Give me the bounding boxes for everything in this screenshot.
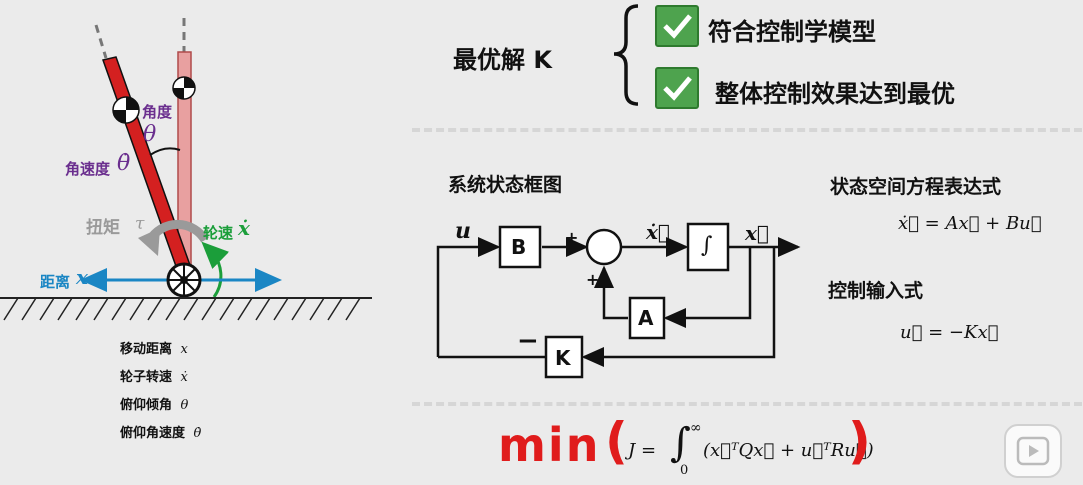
curly-brace — [613, 4, 639, 106]
integral-lower-limit: 0 — [680, 463, 689, 478]
paren-close: ) — [848, 412, 871, 470]
theta-label: θ — [143, 122, 157, 147]
checkmark-icon — [655, 5, 699, 47]
x-dot-label: ẋ — [238, 216, 250, 240]
block-diagram-title: 系统状态框图 — [448, 174, 563, 196]
minus-label: − — [517, 326, 539, 356]
integral-sign-icon: ∫ — [670, 420, 691, 466]
play-button-icon[interactable] — [1004, 424, 1062, 478]
x-dot-vector-label: ẋ⃗ — [646, 220, 670, 244]
divider — [412, 128, 1082, 132]
divider — [412, 402, 1082, 406]
tau-label: τ — [135, 214, 145, 234]
optimal-item: 整体控制效果达到最优 — [715, 80, 955, 108]
plus-bottom-label: + — [586, 270, 600, 289]
block-B-label: B — [511, 235, 527, 259]
theta-dot-label: θ̇ — [117, 151, 131, 176]
checkmark-icon — [655, 67, 699, 109]
state-item: 移动距离 x — [120, 342, 188, 357]
wheel — [166, 262, 202, 298]
distance-label: 距离 — [40, 273, 71, 291]
state-item: 轮子转速 ẋ — [120, 370, 188, 385]
plus-top-label: + — [565, 228, 579, 247]
u-input-label: u — [455, 218, 471, 244]
integral-label: ∫ — [701, 233, 713, 258]
state-item: 俯仰倾角 θ — [120, 398, 189, 413]
block-A — [628, 296, 666, 340]
angular-velocity-label: 角速度 — [65, 160, 111, 178]
optimal-title: 最优解 K — [453, 46, 552, 74]
control-input-equation: u⃗ = −Kx⃗ — [900, 322, 999, 343]
x-vector-label: x⃗ — [745, 221, 769, 245]
block-K-label: K — [555, 346, 571, 370]
block-integrator — [686, 222, 730, 272]
cost-integrand: (x⃗ᵀQx⃗ + u⃗ᵀRu⃗) — [703, 440, 874, 461]
paren-open: ( — [605, 412, 628, 470]
angle-label: 角度 — [142, 103, 173, 121]
block-diagram — [436, 222, 801, 379]
x-label: x — [76, 265, 88, 289]
wheel-speed-label: 轮速 — [203, 224, 234, 242]
cost-J-label: J = — [628, 440, 657, 461]
block-A-label: A — [638, 306, 654, 330]
control-input-title: 控制输入式 — [828, 280, 924, 302]
state-space-title: 状态空间方程表达式 — [830, 176, 1002, 198]
pendulum-illustration — [0, 18, 372, 321]
summing-junction — [585, 228, 623, 266]
block-B — [498, 225, 542, 269]
state-space-equation: ẋ⃗ = Ax⃗ + Bu⃗ — [898, 213, 1042, 234]
optimal-item: 符合控制学模型 — [708, 18, 876, 46]
integral-upper-limit: ∞ — [690, 420, 702, 436]
block-K — [544, 335, 584, 379]
min-label: min — [498, 418, 601, 472]
torque-label: 扭矩 — [86, 218, 120, 238]
state-item: 俯仰角速度 θ̇ — [120, 426, 202, 441]
wheel-speed-arrow — [201, 241, 230, 298]
